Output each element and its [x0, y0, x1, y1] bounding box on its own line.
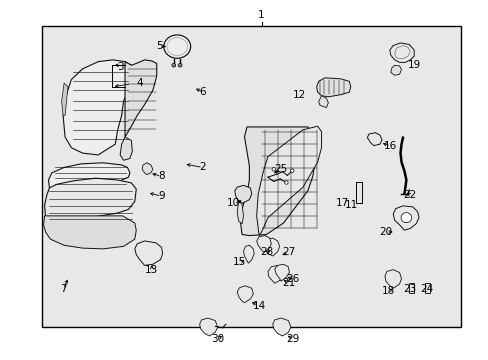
Polygon shape [63, 60, 132, 155]
Bar [408, 283, 413, 293]
Text: 9: 9 [158, 191, 164, 201]
Polygon shape [44, 178, 136, 230]
Text: 29: 29 [286, 333, 299, 343]
Text: 12: 12 [292, 90, 305, 100]
Text: 3: 3 [117, 62, 123, 72]
Polygon shape [237, 286, 253, 303]
Polygon shape [272, 318, 290, 336]
Text: 15: 15 [232, 257, 246, 267]
Text: 7: 7 [60, 284, 66, 294]
Ellipse shape [400, 213, 411, 223]
Polygon shape [389, 43, 413, 62]
Text: 22: 22 [403, 190, 416, 200]
Polygon shape [256, 235, 271, 252]
Text: 10: 10 [227, 198, 240, 208]
Ellipse shape [178, 63, 182, 67]
Polygon shape [234, 185, 251, 203]
Polygon shape [384, 270, 401, 288]
Polygon shape [125, 60, 157, 137]
Text: 2: 2 [199, 162, 206, 172]
Polygon shape [366, 133, 381, 145]
Polygon shape [135, 241, 162, 265]
Text: 17: 17 [335, 198, 348, 208]
Polygon shape [390, 65, 401, 75]
Polygon shape [199, 318, 217, 336]
Ellipse shape [290, 169, 293, 172]
Text: 18: 18 [381, 286, 394, 296]
Polygon shape [318, 96, 328, 108]
Polygon shape [142, 163, 153, 175]
Text: 19: 19 [407, 59, 420, 69]
Text: 20: 20 [379, 227, 392, 237]
Polygon shape [243, 245, 254, 263]
Text: 26: 26 [286, 274, 299, 284]
Polygon shape [120, 137, 132, 160]
Bar [424, 283, 429, 293]
Text: 24: 24 [420, 284, 433, 294]
Text: 27: 27 [281, 247, 294, 257]
Ellipse shape [271, 167, 275, 171]
Text: 21: 21 [281, 278, 294, 288]
Ellipse shape [171, 63, 175, 67]
Text: 23: 23 [403, 284, 416, 294]
Polygon shape [392, 206, 418, 230]
Text: 8: 8 [158, 171, 164, 181]
Text: 28: 28 [259, 247, 272, 257]
Text: 25: 25 [274, 164, 287, 174]
Polygon shape [316, 78, 350, 97]
Text: 11: 11 [345, 200, 358, 210]
Text: 14: 14 [252, 301, 265, 311]
Polygon shape [264, 238, 279, 256]
Polygon shape [256, 126, 321, 235]
Text: 30: 30 [211, 333, 224, 343]
Polygon shape [61, 83, 68, 116]
Ellipse shape [163, 35, 190, 58]
Text: 16: 16 [384, 141, 397, 151]
Polygon shape [240, 127, 315, 235]
Bar [355, 182, 361, 203]
Polygon shape [43, 216, 136, 249]
Text: 13: 13 [145, 265, 158, 275]
Polygon shape [237, 201, 243, 224]
Polygon shape [267, 265, 283, 283]
Text: 1: 1 [258, 10, 264, 20]
Polygon shape [48, 163, 130, 194]
Polygon shape [274, 264, 289, 281]
Text: 6: 6 [199, 87, 206, 97]
Ellipse shape [284, 181, 287, 184]
Bar [42, 26, 461, 327]
Text: 4: 4 [136, 78, 142, 88]
Text: 5: 5 [156, 41, 162, 50]
